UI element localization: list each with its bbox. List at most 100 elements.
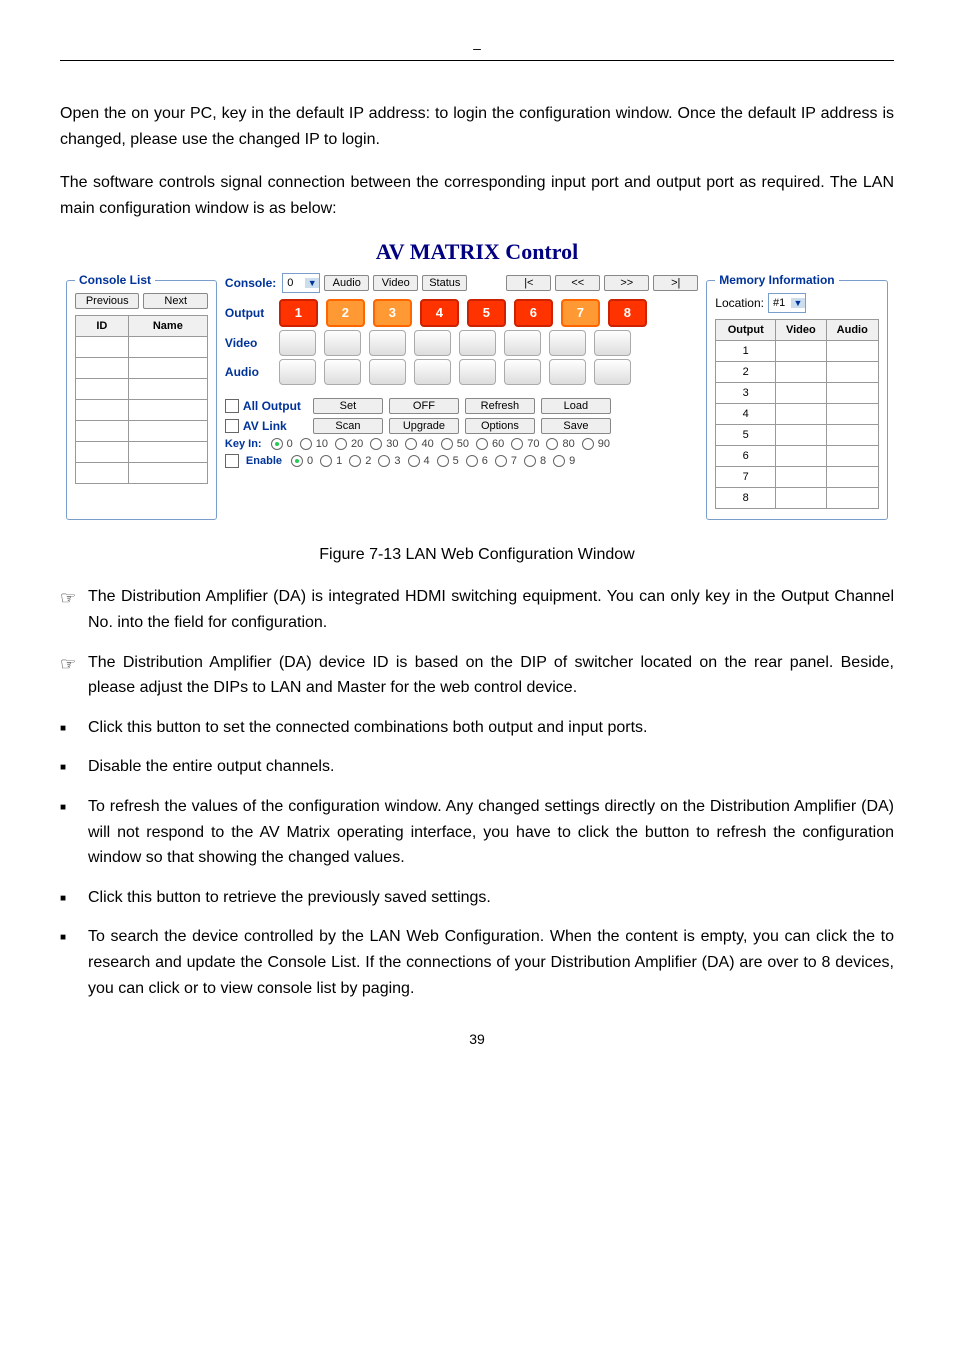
all-output-checkbox[interactable]: All Output xyxy=(225,399,307,413)
audio-cell[interactable] xyxy=(594,359,631,385)
table-cell xyxy=(826,362,878,383)
matrix-screenshot: AV MATRIX Control Console List Previous … xyxy=(60,239,894,526)
bullet-item: ■ Click this button to retrieve the prev… xyxy=(60,885,894,911)
nav-first-button[interactable]: |< xyxy=(506,275,551,291)
output-cell[interactable]: 3 xyxy=(373,299,412,327)
save-button[interactable]: Save xyxy=(541,418,611,434)
options-button[interactable]: Options xyxy=(465,418,535,434)
av-link-checkbox[interactable]: AV Link xyxy=(225,419,307,433)
table-cell xyxy=(826,446,878,467)
refresh-button[interactable]: Refresh xyxy=(465,398,535,414)
table-cell xyxy=(826,383,878,404)
radio-icon[interactable] xyxy=(370,438,382,450)
console-table: ID Name xyxy=(75,315,208,484)
radio-icon[interactable] xyxy=(553,455,565,467)
off-button[interactable]: OFF xyxy=(389,398,459,414)
nav-last-button[interactable]: >| xyxy=(653,275,698,291)
video-cell[interactable] xyxy=(324,330,361,356)
console-list-legend: Console List xyxy=(75,273,155,287)
table-cell xyxy=(776,362,826,383)
header-rule xyxy=(60,60,894,61)
radio-icon[interactable] xyxy=(524,455,536,467)
radio-icon[interactable] xyxy=(511,438,523,450)
video-cell[interactable] xyxy=(594,330,631,356)
radio-icon[interactable] xyxy=(466,455,478,467)
upgrade-button[interactable]: Upgrade xyxy=(389,418,459,434)
audio-cell[interactable] xyxy=(549,359,586,385)
table-cell: 4 xyxy=(716,404,776,425)
output-cell[interactable]: 1 xyxy=(279,299,318,327)
output-cell[interactable]: 4 xyxy=(420,299,459,327)
radio-label: 0 xyxy=(287,438,293,450)
bullet-item: ■ Click this button to set the connected… xyxy=(60,715,894,741)
radio-icon[interactable] xyxy=(405,438,417,450)
radio-icon[interactable] xyxy=(291,455,303,467)
table-cell xyxy=(76,400,129,421)
console-value: 0 xyxy=(283,277,305,289)
previous-button[interactable]: Previous xyxy=(75,293,139,309)
radio-icon[interactable] xyxy=(582,438,594,450)
output-cell[interactable]: 6 xyxy=(514,299,553,327)
nav-next-button[interactable]: >> xyxy=(604,275,649,291)
output-cell[interactable]: 2 xyxy=(326,299,365,327)
audio-button[interactable]: Audio xyxy=(324,275,369,291)
bullet-text: To refresh the values of the configurati… xyxy=(88,794,894,871)
table-cell xyxy=(128,337,207,358)
radio-icon[interactable] xyxy=(349,455,361,467)
radio-icon[interactable] xyxy=(335,438,347,450)
table-cell: 2 xyxy=(716,362,776,383)
key-in-row: Key In: 0 10 20 30 40 50 60 70 80 90 xyxy=(225,438,698,450)
video-cell[interactable] xyxy=(279,330,316,356)
radio-label: 6 xyxy=(482,455,488,467)
status-button[interactable]: Status xyxy=(422,275,467,291)
video-cell[interactable] xyxy=(504,330,541,356)
bullet-icon: ■ xyxy=(60,924,88,1001)
output-cell[interactable]: 8 xyxy=(608,299,647,327)
audio-cell[interactable] xyxy=(504,359,541,385)
video-cell[interactable] xyxy=(369,330,406,356)
audio-cell[interactable] xyxy=(414,359,451,385)
matrix-title: AV MATRIX Control xyxy=(60,239,894,265)
table-cell xyxy=(776,446,826,467)
set-button[interactable]: Set xyxy=(313,398,383,414)
load-button[interactable]: Load xyxy=(541,398,611,414)
radio-icon[interactable] xyxy=(408,455,420,467)
audio-cell[interactable] xyxy=(324,359,361,385)
audio-cell[interactable] xyxy=(369,359,406,385)
radio-icon[interactable] xyxy=(320,455,332,467)
radio-icon[interactable] xyxy=(476,438,488,450)
enable-label: Enable xyxy=(246,455,282,467)
radio-icon[interactable] xyxy=(441,438,453,450)
console-select[interactable]: 0 ▼ xyxy=(282,273,320,293)
figure-caption: Figure 7-13 LAN Web Configuration Window xyxy=(60,546,894,564)
output-cell[interactable]: 5 xyxy=(467,299,506,327)
video-button[interactable]: Video xyxy=(373,275,418,291)
radio-icon[interactable] xyxy=(271,438,283,450)
location-select[interactable]: #1 ▼ xyxy=(768,293,806,313)
mem-th-output: Output xyxy=(716,320,776,341)
table-cell: 6 xyxy=(716,446,776,467)
bullet-text: To search the device controlled by the L… xyxy=(88,924,894,1001)
enable-checkbox[interactable] xyxy=(225,454,239,468)
radio-icon[interactable] xyxy=(378,455,390,467)
table-cell xyxy=(76,358,129,379)
audio-cell[interactable] xyxy=(459,359,496,385)
radio-label: 40 xyxy=(421,438,433,450)
nav-prev-button[interactable]: << xyxy=(555,275,600,291)
mem-th-video: Video xyxy=(776,320,826,341)
radio-label: 50 xyxy=(457,438,469,450)
next-button[interactable]: Next xyxy=(143,293,207,309)
video-cell[interactable] xyxy=(414,330,451,356)
table-cell xyxy=(826,404,878,425)
radio-icon[interactable] xyxy=(300,438,312,450)
output-cell[interactable]: 7 xyxy=(561,299,600,327)
video-cell[interactable] xyxy=(459,330,496,356)
radio-icon[interactable] xyxy=(437,455,449,467)
radio-icon[interactable] xyxy=(546,438,558,450)
intro-paragraph-1: Open the on your PC, key in the default … xyxy=(60,101,894,152)
video-cell[interactable] xyxy=(549,330,586,356)
scan-button[interactable]: Scan xyxy=(313,418,383,434)
radio-icon[interactable] xyxy=(495,455,507,467)
audio-cell[interactable] xyxy=(279,359,316,385)
console-th-name: Name xyxy=(128,316,207,337)
